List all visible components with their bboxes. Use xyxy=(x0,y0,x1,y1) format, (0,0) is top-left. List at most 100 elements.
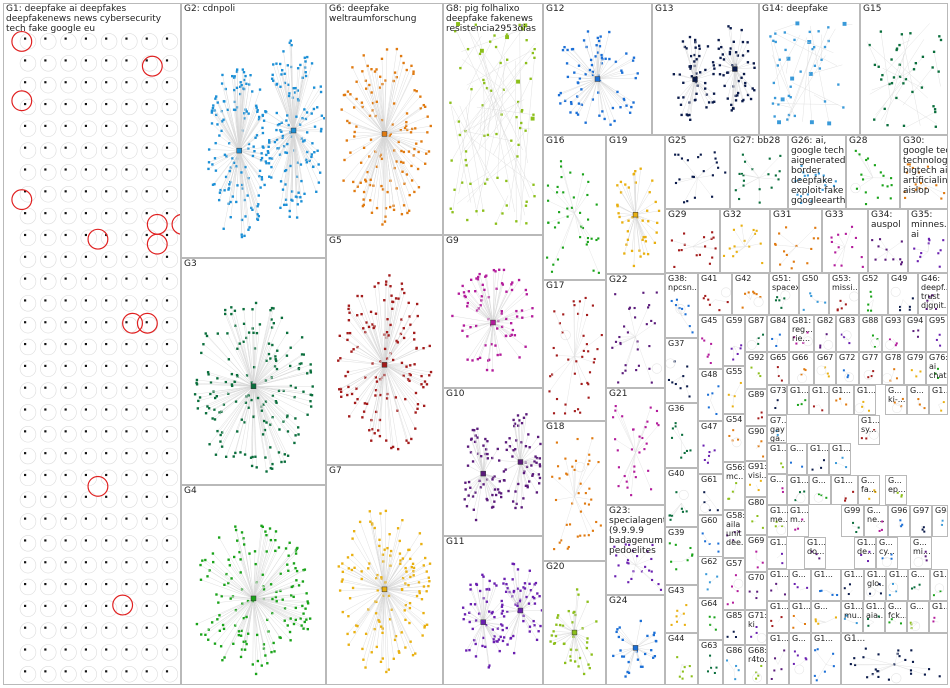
node xyxy=(518,600,522,603)
edge xyxy=(727,68,736,99)
node xyxy=(695,58,698,61)
node xyxy=(777,103,780,106)
node xyxy=(926,165,929,168)
edge xyxy=(384,104,424,135)
self-loop xyxy=(161,142,179,159)
highlight-loop xyxy=(136,312,158,334)
node xyxy=(494,270,497,273)
node xyxy=(394,634,398,638)
edge xyxy=(612,336,636,348)
edge xyxy=(617,206,636,215)
edge xyxy=(384,96,421,135)
self-loop xyxy=(100,447,118,465)
node xyxy=(600,56,604,59)
node xyxy=(708,451,711,454)
self-loop xyxy=(100,142,118,159)
node xyxy=(641,665,644,668)
self-loop xyxy=(141,513,158,530)
node xyxy=(740,28,743,32)
edge xyxy=(520,461,524,499)
node xyxy=(235,165,238,168)
node xyxy=(384,79,387,82)
edge xyxy=(253,370,311,387)
edge xyxy=(293,130,297,197)
node xyxy=(347,319,351,322)
node xyxy=(401,170,404,173)
self-loop xyxy=(60,251,77,268)
self-loop xyxy=(121,447,138,465)
edge xyxy=(208,150,240,170)
node xyxy=(685,604,688,607)
edge xyxy=(787,52,813,120)
edge xyxy=(896,97,938,125)
node xyxy=(681,307,684,310)
node xyxy=(247,142,251,146)
edge xyxy=(216,594,254,599)
node xyxy=(224,455,228,458)
node xyxy=(499,61,502,65)
node xyxy=(284,547,288,550)
node xyxy=(44,37,47,40)
node xyxy=(711,195,714,198)
node xyxy=(378,538,381,541)
node xyxy=(242,616,245,620)
node xyxy=(449,101,452,104)
edge xyxy=(384,540,400,590)
node xyxy=(346,338,349,342)
edge xyxy=(384,133,388,193)
edge xyxy=(221,386,254,447)
node xyxy=(285,119,288,122)
self-loop xyxy=(40,316,57,334)
edge xyxy=(253,598,307,620)
node xyxy=(165,517,169,520)
node xyxy=(708,262,711,265)
node xyxy=(567,358,570,361)
edge xyxy=(597,57,635,80)
edge xyxy=(472,430,484,474)
node xyxy=(518,419,521,422)
group-g3: G3 xyxy=(181,258,326,485)
node xyxy=(428,374,431,377)
node xyxy=(281,136,284,140)
self-loop xyxy=(141,600,158,617)
edge xyxy=(379,76,385,134)
node xyxy=(309,400,312,403)
edge xyxy=(578,65,598,80)
node xyxy=(316,106,319,109)
node xyxy=(561,48,565,52)
node xyxy=(248,552,251,555)
node xyxy=(914,188,917,191)
node xyxy=(44,81,47,84)
edge xyxy=(452,85,473,213)
edge xyxy=(217,124,240,151)
node xyxy=(578,300,581,303)
node xyxy=(733,531,736,534)
node xyxy=(517,278,521,282)
node xyxy=(624,543,627,546)
edge xyxy=(217,102,240,151)
node xyxy=(391,445,395,449)
node xyxy=(942,239,945,242)
edge xyxy=(384,328,404,365)
edge xyxy=(239,150,242,173)
group-graph xyxy=(612,405,660,497)
edge xyxy=(238,598,254,632)
node xyxy=(570,48,574,51)
edge xyxy=(384,133,410,211)
node xyxy=(105,430,108,433)
node xyxy=(903,190,906,193)
node xyxy=(524,129,527,132)
self-loop xyxy=(19,426,37,443)
node xyxy=(261,433,265,436)
node xyxy=(360,577,363,581)
node xyxy=(626,670,629,674)
group-graph xyxy=(551,437,602,551)
self-loop xyxy=(100,295,118,312)
node xyxy=(822,174,825,177)
node xyxy=(586,240,589,243)
node xyxy=(272,307,275,310)
edge xyxy=(384,563,401,590)
group-g55: G55 xyxy=(723,366,745,414)
node xyxy=(712,64,715,67)
self-loop xyxy=(161,600,179,617)
